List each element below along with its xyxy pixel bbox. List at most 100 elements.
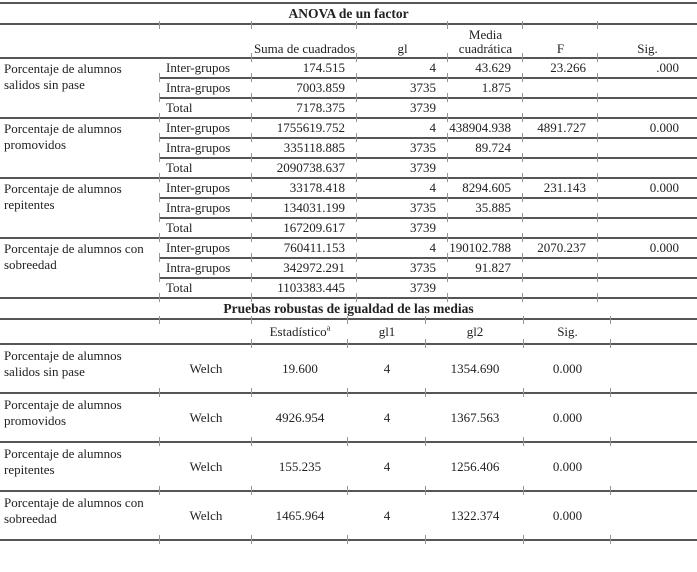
- gl-value: 4: [356, 238, 448, 261]
- empty-cell: [522, 138, 598, 161]
- empty-cell: [447, 98, 523, 121]
- header-empty-source: [159, 20, 252, 59]
- table-row: Porcentaje de alumnos salidos sin pase W…: [0, 344, 697, 396]
- table-row: Total 1103383.445 3739: [0, 278, 697, 301]
- empty-cell: [596, 218, 697, 241]
- empty-cell: [522, 78, 598, 101]
- estadistico-value: 4926.954: [251, 393, 348, 445]
- empty-cell: [596, 78, 697, 101]
- sig-value: 0.000: [523, 491, 611, 543]
- col-header-estadistico-label: Estadístico: [269, 324, 327, 339]
- source-label: Total: [159, 158, 252, 181]
- table-row: Porcentaje de alumnos promovidos Welch 4…: [0, 393, 697, 445]
- gl2-value: 1354.690: [425, 344, 524, 396]
- method-label: Welch: [159, 491, 252, 543]
- empty-cell: [522, 98, 598, 121]
- gl1-value: 4: [347, 442, 426, 494]
- suma-value: 134031.199: [251, 198, 357, 221]
- gl2-value: 1367.563: [425, 393, 524, 445]
- empty-cell: [609, 393, 697, 445]
- anova-title-row: ANOVA de un factor: [0, 3, 697, 25]
- robust-title-row: Pruebas robustas de igualdad de las medi…: [0, 299, 697, 320]
- suma-value: 1103383.445: [251, 278, 357, 301]
- anova-header-row: Suma de cuadrados gl Media cuadrática F …: [0, 20, 697, 61]
- f-value: 4891.727: [522, 118, 598, 141]
- gl-value: 4: [356, 178, 448, 201]
- empty-cell: [447, 278, 523, 301]
- anova-report: ANOVA de un factor Suma de cuadrados gl …: [0, 2, 697, 543]
- gl-value: 3739: [356, 158, 448, 181]
- robust-header-row: Estadísticoa gl1 gl2 Sig.: [0, 315, 697, 347]
- sig-value: .000: [596, 58, 697, 81]
- gl-value: 4: [356, 118, 448, 141]
- variable-label: Porcentaje de alumnos con sobreedad: [0, 491, 160, 541]
- empty-cell: [522, 218, 598, 241]
- empty-cell: [596, 198, 697, 221]
- empty-cell: [522, 278, 598, 301]
- source-label: Inter-grupos: [159, 178, 252, 201]
- table-row: Porcentaje de alumnos repitentes Inter-g…: [0, 178, 697, 239]
- table-row: Intra-grupos 134031.199 3735 35.885: [0, 198, 697, 221]
- f-value: 2070.237: [522, 238, 598, 261]
- suma-value: 174.515: [251, 58, 357, 81]
- table-row: Total 167209.617 3739: [0, 218, 697, 241]
- media-value: 43.629: [447, 58, 523, 81]
- col-header-sig: Sig.: [523, 315, 611, 347]
- footnote-marker-a: a: [326, 322, 331, 333]
- sig-value: 0.000: [596, 238, 697, 261]
- gl-value: 3735: [356, 78, 448, 101]
- empty-cell: [522, 158, 598, 181]
- empty-cell: [596, 278, 697, 301]
- empty-cell: [596, 158, 697, 181]
- source-label: Intra-grupos: [159, 78, 252, 101]
- empty-cell: [596, 138, 697, 161]
- method-label: Welch: [159, 442, 252, 494]
- gl1-value: 4: [347, 344, 426, 396]
- variable-label: Porcentaje de alumnos promovidos: [0, 118, 160, 179]
- suma-value: 33178.418: [251, 178, 357, 201]
- empty-cell: [447, 218, 523, 241]
- media-value: 8294.605: [447, 178, 523, 201]
- header-empty-variable: [0, 24, 160, 59]
- variable-label: Porcentaje de alumnos repitentes: [0, 178, 160, 239]
- col-header-estadistico: Estadísticoa: [251, 315, 348, 347]
- empty-cell: [609, 344, 697, 396]
- empty-cell: [609, 491, 697, 543]
- f-value: 23.266: [522, 58, 598, 81]
- source-label: Inter-grupos: [159, 118, 252, 141]
- robust-tests-title: Pruebas robustas de igualdad de las medi…: [0, 299, 697, 320]
- table-row: Total 7178.375 3739: [0, 98, 697, 121]
- gl-value: 4: [356, 58, 448, 81]
- table-row: Intra-grupos 342972.291 3735 91.827: [0, 258, 697, 281]
- variable-label: Porcentaje de alumnos repitentes: [0, 442, 160, 492]
- empty-cell: [609, 442, 697, 494]
- media-value: 1.875: [447, 78, 523, 101]
- source-label: Intra-grupos: [159, 258, 252, 281]
- sig-value: 0.000: [523, 442, 611, 494]
- suma-value: 335118.885: [251, 138, 357, 161]
- variable-label: Porcentaje de alumnos salidos sin pase: [0, 58, 160, 119]
- col-header-gl1: gl1: [347, 315, 426, 347]
- method-label: Welch: [159, 393, 252, 445]
- header-empty-variable: [0, 319, 160, 345]
- empty-cell: [596, 258, 697, 281]
- col-header-sig: Sig.: [596, 20, 697, 61]
- empty-cell: [522, 198, 598, 221]
- variable-label: Porcentaje de alumnos con sobreedad: [0, 238, 160, 299]
- sig-value: 0.000: [596, 118, 697, 141]
- anova-title: ANOVA de un factor: [0, 3, 697, 25]
- suma-value: 342972.291: [251, 258, 357, 281]
- col-header-f: F: [522, 20, 598, 61]
- robust-tests-table: Pruebas robustas de igualdad de las medi…: [0, 299, 697, 543]
- source-label: Intra-grupos: [159, 198, 252, 221]
- gl-value: 3739: [356, 98, 448, 121]
- f-value: 231.143: [522, 178, 598, 201]
- media-value: 91.827: [447, 258, 523, 281]
- estadistico-value: 155.235: [251, 442, 348, 494]
- empty-cell: [522, 258, 598, 281]
- media-value: 89.724: [447, 138, 523, 161]
- gl-value: 3735: [356, 138, 448, 161]
- gl-value: 3735: [356, 198, 448, 221]
- media-value: 190102.788: [447, 238, 523, 261]
- suma-value: 167209.617: [251, 218, 357, 241]
